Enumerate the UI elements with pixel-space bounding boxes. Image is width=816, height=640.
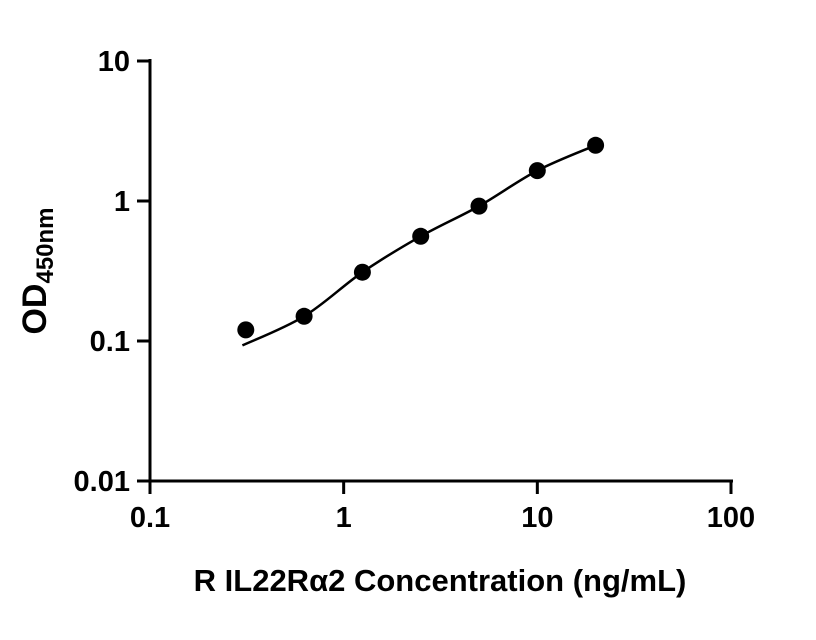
series-layer <box>237 136 605 347</box>
y-tick-label: 0.1 <box>90 326 130 358</box>
data-point-marker <box>353 263 371 281</box>
data-point-marker <box>295 307 313 325</box>
x-tick-label: 100 <box>707 502 755 534</box>
data-point-marker <box>470 197 488 215</box>
data-point-marker <box>237 321 255 339</box>
y-axis-title-subscript: 450nm <box>32 207 59 283</box>
y-tick-label: 0.01 <box>74 466 130 498</box>
x-axis-title: R IL22Rα2 Concentration (ng/mL) <box>194 563 687 598</box>
x-tick-label: 0.1 <box>130 502 170 534</box>
x-tick-label: 10 <box>521 502 553 534</box>
y-tick-label: 10 <box>98 46 130 78</box>
y-axis-title: OD450nm <box>16 207 59 334</box>
data-point-marker <box>528 162 546 180</box>
y-tick-label: 1 <box>114 186 130 218</box>
data-point-marker <box>587 136 605 154</box>
x-tick-label: 1 <box>336 502 352 534</box>
data-point-marker <box>412 227 430 245</box>
y-axis-title-main: OD <box>16 284 54 335</box>
